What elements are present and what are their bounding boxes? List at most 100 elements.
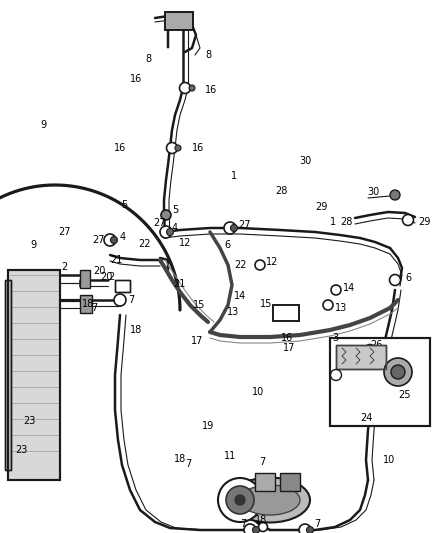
Bar — [330, 338, 430, 426]
Text: 14: 14 — [234, 291, 246, 301]
Circle shape — [235, 495, 245, 505]
Circle shape — [323, 300, 333, 310]
Text: 9: 9 — [30, 240, 36, 250]
Circle shape — [389, 274, 400, 286]
Text: 10: 10 — [252, 387, 265, 397]
Bar — [273, 305, 299, 321]
Text: 22: 22 — [234, 260, 247, 270]
Text: 9: 9 — [41, 120, 47, 130]
Text: 7: 7 — [185, 459, 191, 469]
Circle shape — [364, 344, 375, 356]
Circle shape — [403, 214, 413, 225]
Text: 5: 5 — [121, 200, 127, 210]
Text: 21: 21 — [110, 255, 122, 265]
Bar — [80, 270, 90, 288]
Text: 7: 7 — [314, 519, 320, 529]
Circle shape — [166, 229, 173, 236]
Circle shape — [282, 489, 293, 500]
Text: 12: 12 — [266, 257, 279, 267]
Text: 6: 6 — [225, 240, 231, 250]
Circle shape — [166, 142, 177, 154]
Circle shape — [252, 527, 259, 533]
Circle shape — [299, 524, 311, 533]
Text: 8: 8 — [205, 50, 211, 60]
Bar — [115, 280, 130, 292]
Text: 18: 18 — [173, 455, 186, 464]
Text: 13: 13 — [227, 307, 240, 317]
Bar — [115, 280, 130, 292]
Text: 4: 4 — [120, 232, 126, 242]
Text: 20: 20 — [100, 272, 113, 282]
Circle shape — [226, 486, 254, 514]
Circle shape — [189, 85, 195, 91]
Text: 30: 30 — [300, 156, 312, 166]
Text: 4: 4 — [172, 223, 178, 233]
Circle shape — [104, 234, 116, 246]
Text: 26: 26 — [370, 340, 382, 350]
Text: 27: 27 — [154, 218, 166, 228]
Text: 18: 18 — [255, 515, 267, 525]
Text: 15: 15 — [193, 300, 205, 310]
Bar — [255, 473, 275, 491]
Bar — [5, 280, 11, 470]
Text: 11: 11 — [258, 493, 270, 503]
Circle shape — [160, 226, 172, 238]
Text: 6: 6 — [405, 273, 411, 283]
Text: 25: 25 — [398, 390, 410, 400]
Circle shape — [331, 369, 342, 381]
Ellipse shape — [230, 478, 310, 522]
Text: 7: 7 — [91, 303, 97, 313]
Text: 29: 29 — [418, 217, 431, 227]
Bar — [165, 12, 193, 30]
Text: 16: 16 — [130, 74, 142, 84]
Text: 7: 7 — [260, 457, 266, 467]
Text: 12: 12 — [179, 238, 191, 247]
Circle shape — [255, 260, 265, 270]
Bar — [8, 270, 60, 480]
Text: 10: 10 — [383, 455, 395, 465]
Text: 15: 15 — [260, 299, 272, 309]
Text: 1: 1 — [231, 171, 237, 181]
Text: 27: 27 — [92, 235, 105, 245]
Text: 16: 16 — [281, 334, 293, 343]
Circle shape — [180, 83, 191, 93]
Circle shape — [230, 224, 237, 231]
Text: 16: 16 — [114, 143, 127, 153]
Text: 5: 5 — [172, 205, 178, 215]
Text: 20: 20 — [94, 266, 106, 276]
Text: 29: 29 — [316, 202, 328, 212]
Text: 18: 18 — [130, 325, 142, 335]
Text: 17: 17 — [283, 343, 295, 353]
Text: 2: 2 — [62, 262, 68, 271]
Circle shape — [110, 237, 117, 244]
Circle shape — [258, 522, 268, 531]
Text: 1: 1 — [330, 217, 336, 227]
Text: 11: 11 — [224, 451, 236, 461]
Text: 28: 28 — [276, 186, 288, 196]
Circle shape — [244, 524, 256, 533]
Text: 30: 30 — [367, 187, 379, 197]
Bar — [80, 295, 92, 313]
Text: 7: 7 — [128, 295, 134, 305]
Text: 3: 3 — [332, 333, 338, 343]
Text: 18: 18 — [81, 299, 94, 309]
Text: 16: 16 — [205, 85, 217, 95]
Text: 19: 19 — [202, 422, 214, 431]
Circle shape — [391, 365, 405, 379]
Bar — [8, 270, 60, 480]
Text: 2: 2 — [108, 272, 114, 282]
Ellipse shape — [240, 485, 300, 515]
Bar — [330, 338, 430, 426]
Bar — [336, 345, 386, 369]
Circle shape — [384, 358, 412, 386]
Circle shape — [307, 527, 314, 533]
Text: 16: 16 — [192, 143, 204, 153]
Text: 16: 16 — [376, 345, 388, 355]
Circle shape — [224, 222, 236, 234]
Bar — [336, 345, 386, 369]
Bar — [5, 280, 11, 470]
Text: 27: 27 — [238, 220, 251, 230]
Circle shape — [331, 285, 341, 295]
Circle shape — [218, 478, 262, 522]
Circle shape — [175, 145, 181, 151]
